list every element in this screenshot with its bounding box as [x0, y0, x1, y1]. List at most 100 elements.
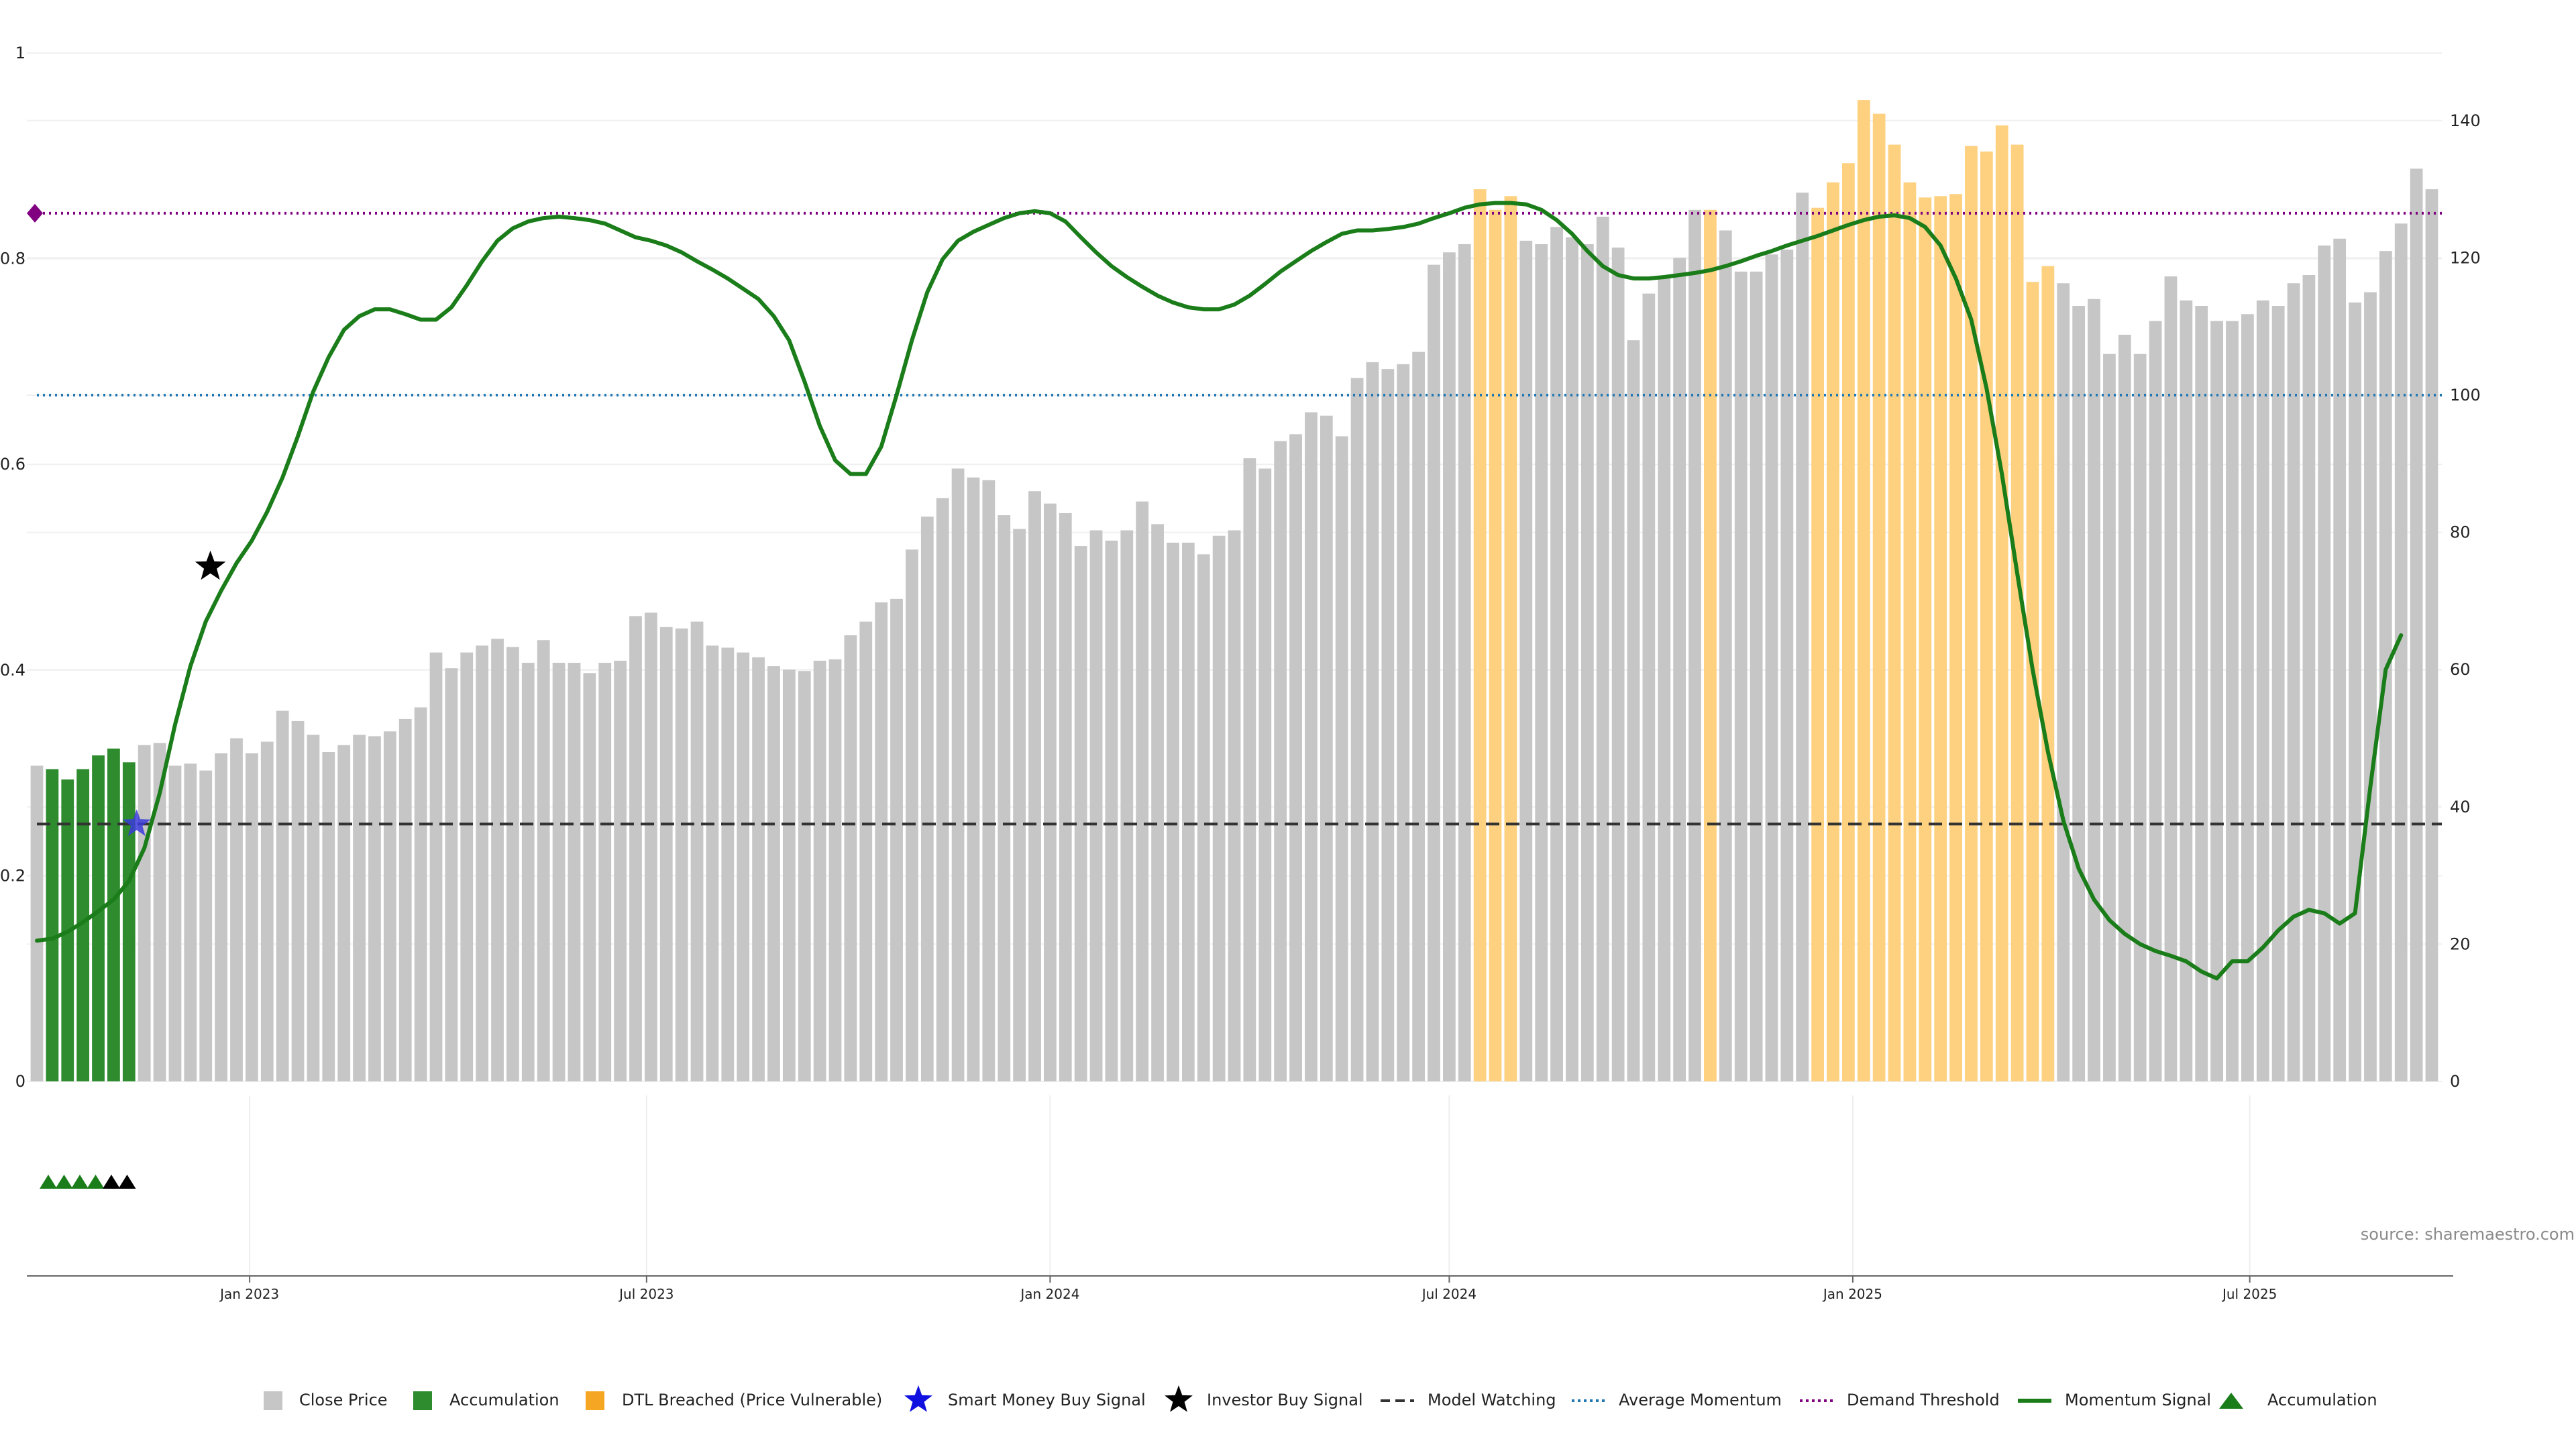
legend-swatch-close-price: [264, 1391, 282, 1410]
legend-label-investor-buy: Investor Buy Signal: [1207, 1391, 1363, 1409]
bar-close-price-16: [276, 710, 289, 1081]
bar-close-price-76: [1197, 554, 1210, 1081]
bar-close-price-115: [1796, 193, 1809, 1082]
bar-dtl-breached-117: [1827, 182, 1839, 1081]
legend-label-momentum-signal: Momentum Signal: [2065, 1391, 2211, 1409]
bar-close-price-99: [1550, 227, 1563, 1081]
investor-buy-star: [195, 550, 226, 580]
bar-close-price-24: [398, 718, 412, 1081]
bar-close-price-57: [906, 549, 918, 1081]
bar-close-price-14: [246, 753, 258, 1081]
legend-swatch-accumulation-triangle: [2219, 1393, 2243, 1409]
bar-close-price-12: [215, 753, 227, 1081]
bar-close-price-93: [1458, 244, 1471, 1082]
bar-close-price-59: [936, 498, 949, 1081]
legend-label-average-momentum: Average Momentum: [1619, 1391, 1782, 1409]
bar-close-price-70: [1105, 540, 1118, 1081]
bar-close-price-52: [828, 659, 842, 1081]
bar-close-price-147: [2287, 283, 2300, 1082]
bar-dtl-breached-124: [1934, 196, 1947, 1082]
bar-close-price-36: [583, 673, 596, 1081]
bar-close-price-81: [1274, 441, 1287, 1081]
x-tick-1: Jul 2023: [618, 1286, 674, 1302]
bar-close-price-146: [2271, 306, 2285, 1081]
bar-dtl-breached-119: [1857, 100, 1870, 1082]
bar-close-price-91: [1428, 264, 1440, 1081]
bar-close-price-64: [1013, 529, 1026, 1081]
legend-label-close-price: Close Price: [299, 1391, 388, 1409]
bar-close-price-44: [706, 645, 719, 1081]
bar-dtl-breached-96: [1504, 196, 1517, 1082]
momentum-signal-path: [35, 201, 2404, 981]
bar-dtl-breached-130: [2026, 282, 2039, 1082]
left-tick-0.2: 0.2: [0, 866, 25, 885]
bar-close-price-68: [1074, 546, 1087, 1081]
bar-dtl-breached-94: [1473, 189, 1487, 1082]
bar-close-price-135: [2103, 354, 2116, 1081]
bar-dtl-breached-127: [1980, 151, 1993, 1082]
bar-close-price-106: [1658, 276, 1671, 1081]
x-tick-3: Jul 2024: [1421, 1286, 1477, 1302]
bar-close-price-29: [476, 645, 489, 1081]
bar-close-price-35: [568, 662, 581, 1081]
bar-dtl-breached-122: [1903, 182, 1917, 1081]
bar-close-price-84: [1320, 415, 1333, 1081]
bar-close-price-132: [2057, 283, 2070, 1082]
bar-close-price-150: [2333, 238, 2347, 1082]
bar-close-price-105: [1642, 293, 1656, 1082]
price-bars: [30, 100, 2438, 1082]
bar-close-price-45: [721, 647, 735, 1081]
bar-close-price-139: [2164, 276, 2178, 1081]
bar-close-price-31: [506, 647, 519, 1081]
bar-close-price-49: [782, 669, 796, 1081]
bar-close-price-19: [322, 751, 335, 1081]
bar-close-price-111: [1734, 271, 1748, 1081]
bar-close-price-89: [1397, 364, 1410, 1081]
bar-close-price-110: [1719, 230, 1732, 1082]
reference-lines: [37, 211, 2442, 826]
bar-close-price-11: [199, 770, 213, 1081]
bar-close-price-28: [460, 652, 474, 1081]
bar-dtl-breached-95: [1489, 209, 1502, 1081]
bar-close-price-62: [982, 480, 996, 1081]
bar-close-price-80: [1258, 468, 1272, 1081]
bar-dtl-breached-131: [2041, 266, 2055, 1081]
bar-close-price-0: [30, 765, 44, 1081]
right-tick-120: 120: [2450, 248, 2481, 267]
bar-close-price-77: [1212, 535, 1226, 1081]
bar-close-price-140: [2180, 300, 2193, 1082]
bar-close-price-145: [2256, 300, 2269, 1082]
bar-close-price-15: [260, 741, 274, 1081]
bar-close-price-26: [429, 652, 443, 1081]
bar-accumulation-3: [76, 769, 90, 1081]
bar-close-price-48: [767, 666, 780, 1081]
accumulation-marker-2: [71, 1175, 89, 1189]
bar-accumulation-4: [92, 755, 105, 1081]
accumulation-marker-panel: [40, 1175, 136, 1189]
bar-close-price-8: [153, 743, 166, 1081]
bar-close-price-88: [1381, 369, 1395, 1081]
bar-close-price-102: [1596, 217, 1609, 1081]
bar-close-price-23: [383, 731, 396, 1081]
bar-close-price-51: [813, 660, 826, 1081]
right-tick-40: 40: [2450, 798, 2471, 816]
bar-close-price-66: [1044, 503, 1057, 1081]
left-tick-0: 0: [15, 1072, 25, 1091]
bar-close-price-32: [521, 662, 535, 1081]
bar-close-price-152: [2364, 292, 2377, 1081]
legend-swatch-dtl-breached: [586, 1391, 604, 1410]
bar-accumulation-1: [46, 769, 59, 1081]
legend-swatch-investor-star: [1165, 1385, 1193, 1412]
bar-dtl-breached-121: [1888, 144, 1901, 1082]
bar-close-price-63: [998, 515, 1011, 1081]
bar-close-price-74: [1167, 542, 1179, 1081]
bar-close-price-155: [2410, 168, 2423, 1081]
right-tick-140: 140: [2450, 111, 2481, 130]
legend-label-accumulation-marker: Accumulation: [2267, 1391, 2377, 1409]
legend: Close Price Accumulation DTL Breached (P…: [264, 1385, 2377, 1412]
bar-close-price-9: [168, 765, 182, 1081]
bar-close-price-156: [2425, 189, 2438, 1082]
left-tick-0.6: 0.6: [0, 455, 25, 474]
bar-close-price-143: [2226, 321, 2239, 1081]
bar-dtl-breached-129: [2010, 144, 2024, 1082]
